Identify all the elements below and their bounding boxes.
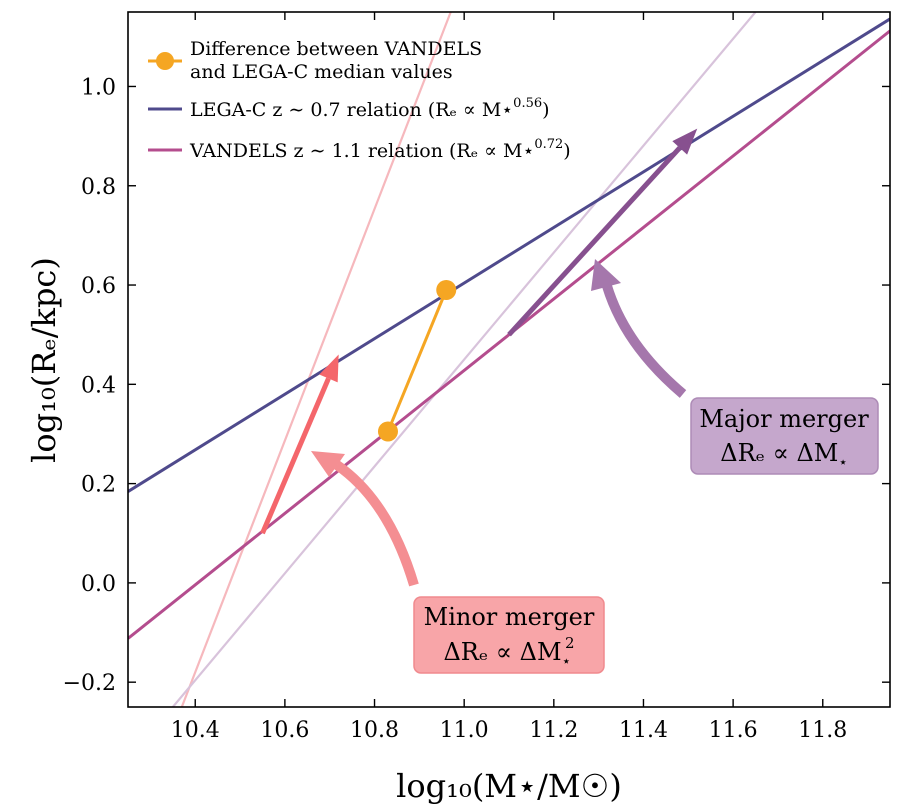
x-tick-label: 11.8 [798,718,847,743]
difference-segment [386,289,448,433]
y-tick-label: 1.0 [81,75,116,100]
major-merger-box [690,397,879,475]
y-axis-title: log₁₀(Rₑ/kpc) [25,257,63,463]
minor-merger-label-line1: Minor merger [424,603,595,631]
y-tick-label: −0.2 [63,671,116,696]
x-axis-title: log₁₀(M⋆/M☉) [396,767,622,805]
major-merger-curved-arrowhead [591,259,621,291]
minor-merger-label-line2: ΔRₑ ∝ ΔM⋆2 [443,634,574,670]
difference-point [436,280,457,300]
x-tick-label: 10.8 [350,718,399,743]
minor-merger-vector-shaft [260,377,331,535]
minor-merger-guide-line [180,12,452,707]
minor-merger-curved-arrowhead [311,451,345,477]
major-merger-annotation: Major merger ΔRₑ ∝ ΔM⋆ [591,259,879,475]
x-tick-label: 11.2 [529,718,578,743]
legend: Difference between VANDELS and LEGA-C me… [148,38,571,162]
legend-label-legac: LEGA-C z ∼ 0.7 relation (Rₑ ∝ M⋆0.56) [190,96,550,121]
y-tick-label: 0.0 [81,572,116,597]
y-tick-label: 0.2 [81,473,116,498]
y-tick-label: 0.8 [81,175,116,200]
minor-merger-curved-arrow [334,460,419,587]
y-tick-label: 0.4 [81,373,116,398]
legend-label-difference-line1: Difference between VANDELS [190,38,482,60]
legend-label-vandels: VANDELS z ∼ 1.1 relation (Rₑ ∝ M⋆0.72) [189,137,571,162]
minor-merger-annotation: Minor merger ΔRₑ ∝ ΔM⋆2 [311,451,605,674]
major-merger-guide-line [171,12,757,707]
major-merger-curved-arrow [602,284,687,398]
legend-marker-dot-difference [156,52,174,70]
legac-relation-line [128,17,890,493]
x-tick-label: 11.4 [619,718,668,743]
legend-label-difference-line2: and LEGA-C median values [190,61,453,83]
x-tick-label: 11.6 [709,718,758,743]
x-tick-label: 11.0 [440,718,489,743]
y-tick-label: 0.6 [81,274,116,299]
vandels-relation-line [128,29,890,640]
minor-merger-box [413,596,605,674]
minor-merger-vector-head [319,354,339,383]
major-merger-vector-shaft [507,146,682,337]
plot-frame [127,11,891,708]
x-tick-label: 10.4 [171,718,220,743]
major-merger-label-line1: Major merger [699,405,869,433]
difference-point [377,421,398,442]
major-merger-vector-head [672,128,698,155]
x-tick-label: 10.6 [260,718,309,743]
major-merger-label-line2: ΔRₑ ∝ ΔM⋆ [720,439,848,471]
